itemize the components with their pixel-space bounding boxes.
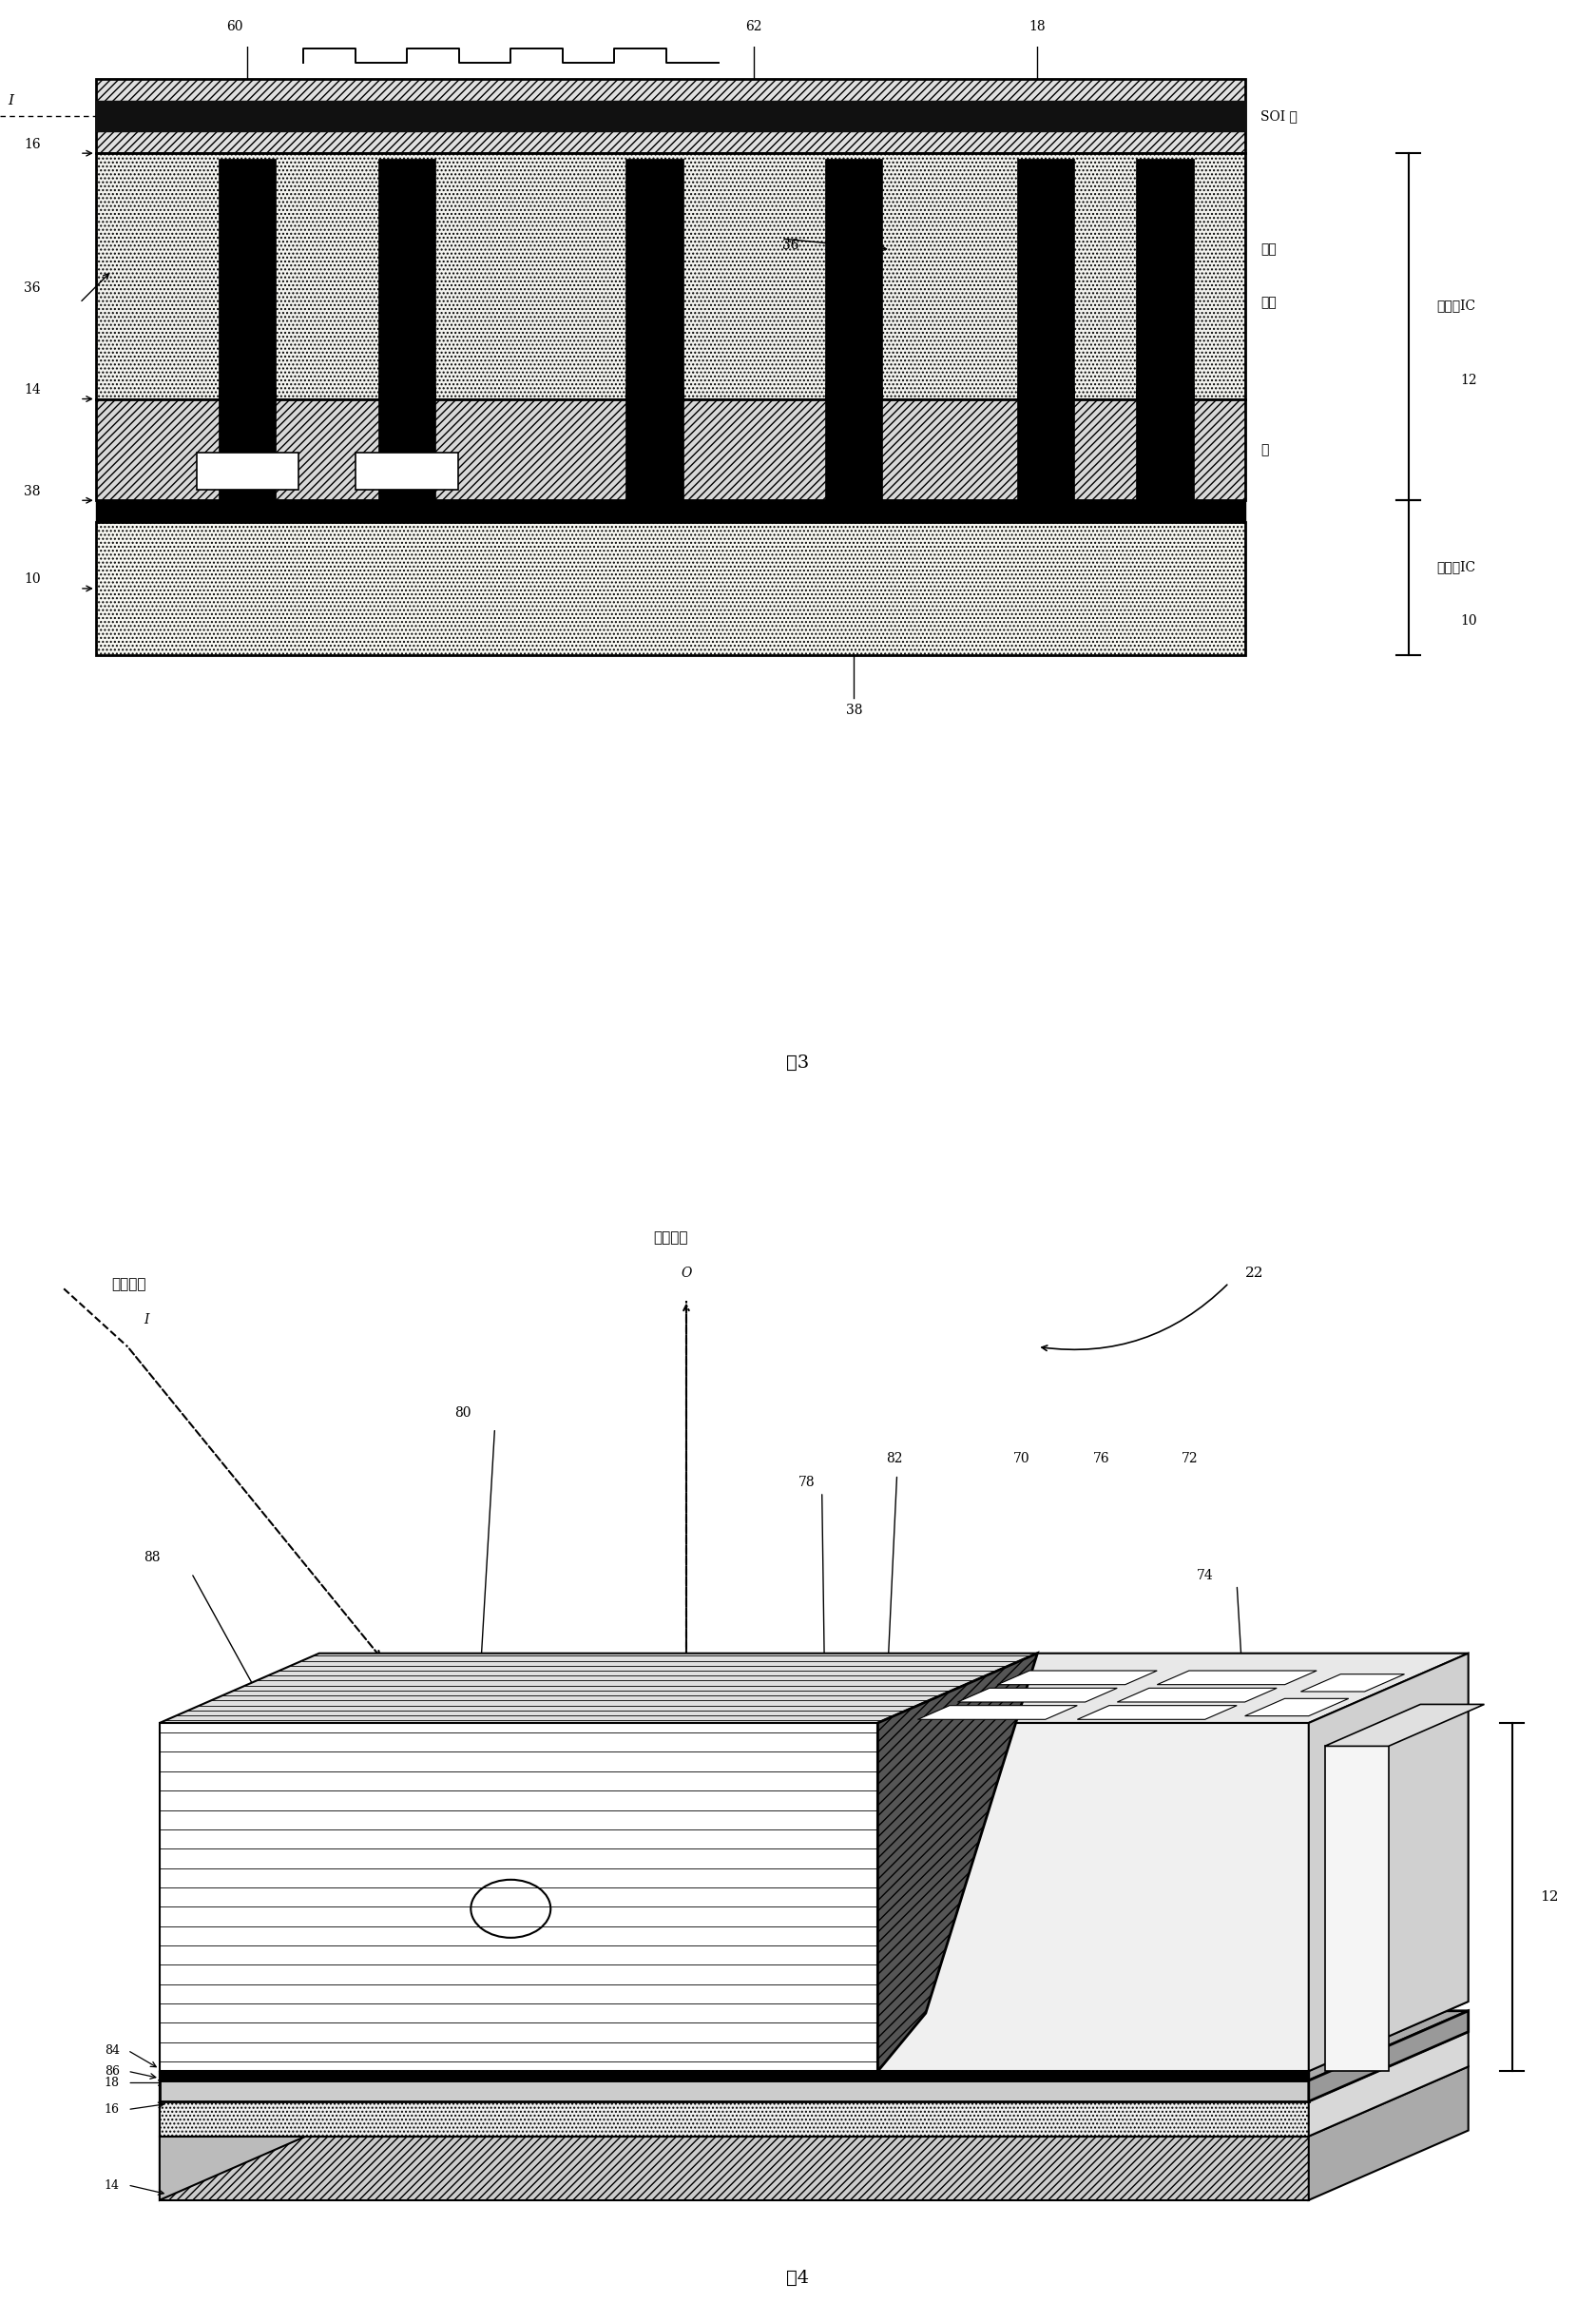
Text: 硅: 硅 xyxy=(1261,444,1269,457)
Polygon shape xyxy=(160,2067,1468,2136)
Text: I: I xyxy=(144,1312,148,1326)
Polygon shape xyxy=(1309,1653,1468,2071)
Bar xyxy=(626,388,683,522)
Bar xyxy=(356,453,458,490)
Text: 18: 18 xyxy=(104,2076,120,2090)
Polygon shape xyxy=(878,1723,1309,2071)
Text: 16: 16 xyxy=(24,137,40,151)
Text: 62: 62 xyxy=(745,21,763,33)
Polygon shape xyxy=(958,1688,1117,1702)
Text: 图3: 图3 xyxy=(787,1054,809,1073)
Bar xyxy=(96,399,1245,502)
Text: 14: 14 xyxy=(104,2178,120,2192)
Bar xyxy=(825,158,883,399)
Text: 18: 18 xyxy=(1029,21,1045,33)
Bar xyxy=(96,502,1245,522)
Polygon shape xyxy=(160,2002,1468,2071)
Bar xyxy=(1017,158,1074,399)
Text: 16: 16 xyxy=(104,2104,120,2115)
Polygon shape xyxy=(160,2101,1309,2136)
Polygon shape xyxy=(1301,1674,1404,1690)
Polygon shape xyxy=(1077,1704,1237,1718)
Bar xyxy=(96,522,1245,655)
Polygon shape xyxy=(160,2071,1309,2081)
Bar xyxy=(378,158,436,399)
Text: 76: 76 xyxy=(1093,1451,1109,1465)
Bar xyxy=(219,388,276,522)
Bar xyxy=(825,388,883,522)
Polygon shape xyxy=(160,2011,1468,2081)
Polygon shape xyxy=(160,1653,1037,1723)
Text: 36: 36 xyxy=(24,281,40,295)
Text: O: O xyxy=(681,1265,691,1279)
Text: 12: 12 xyxy=(1540,1890,1559,1904)
Bar xyxy=(196,453,298,490)
Text: 14: 14 xyxy=(24,383,41,397)
Text: 82: 82 xyxy=(886,1451,902,1465)
Polygon shape xyxy=(1245,1700,1349,1716)
Text: 10: 10 xyxy=(24,574,40,585)
Polygon shape xyxy=(160,2032,1468,2101)
Text: 22: 22 xyxy=(1245,1265,1264,1279)
Text: SOI 层: SOI 层 xyxy=(1261,109,1298,123)
Bar xyxy=(1136,388,1194,522)
Polygon shape xyxy=(1157,1672,1317,1686)
Polygon shape xyxy=(160,1723,878,2071)
Bar xyxy=(219,158,276,399)
Bar xyxy=(626,158,683,399)
Polygon shape xyxy=(1117,1688,1277,1702)
Text: 光电子IC: 光电子IC xyxy=(1436,300,1475,311)
Text: 70: 70 xyxy=(1013,1451,1029,1465)
Text: 12: 12 xyxy=(1460,374,1476,388)
Text: 仅电子IC: 仅电子IC xyxy=(1436,560,1475,574)
Polygon shape xyxy=(998,1672,1157,1686)
Text: 图4: 图4 xyxy=(787,2271,809,2287)
Text: 74: 74 xyxy=(1197,1567,1215,1581)
Text: 38: 38 xyxy=(24,485,40,497)
Polygon shape xyxy=(1309,2067,1468,2201)
Polygon shape xyxy=(1309,2011,1468,2101)
Polygon shape xyxy=(1325,1746,1389,2071)
Text: 38: 38 xyxy=(846,704,862,717)
Bar xyxy=(1017,388,1074,522)
Polygon shape xyxy=(878,1653,1468,1723)
Bar xyxy=(1136,158,1194,399)
Polygon shape xyxy=(878,1653,1037,2071)
Text: 二氧: 二氧 xyxy=(1261,244,1277,255)
Polygon shape xyxy=(160,2136,1309,2201)
Bar xyxy=(96,153,1245,399)
Text: 88: 88 xyxy=(144,1551,160,1565)
Text: 输出光束: 输出光束 xyxy=(653,1231,688,1245)
Text: 84: 84 xyxy=(104,2043,120,2057)
Text: 36: 36 xyxy=(782,239,798,253)
Polygon shape xyxy=(1325,1704,1484,1746)
Text: 72: 72 xyxy=(1181,1451,1197,1465)
Polygon shape xyxy=(1309,2032,1468,2136)
Polygon shape xyxy=(160,2002,319,2201)
Text: 80: 80 xyxy=(455,1405,471,1419)
Bar xyxy=(96,79,1245,153)
Polygon shape xyxy=(918,1704,1077,1718)
Text: 78: 78 xyxy=(798,1474,814,1488)
Text: 86: 86 xyxy=(104,2064,120,2078)
Text: I: I xyxy=(8,93,14,107)
Text: 60: 60 xyxy=(227,21,243,33)
Text: 10: 10 xyxy=(1460,613,1476,627)
Polygon shape xyxy=(160,2081,1309,2101)
Bar xyxy=(378,388,436,522)
Text: 化硅: 化硅 xyxy=(1261,297,1277,309)
Text: 输入光束: 输入光束 xyxy=(112,1277,147,1291)
